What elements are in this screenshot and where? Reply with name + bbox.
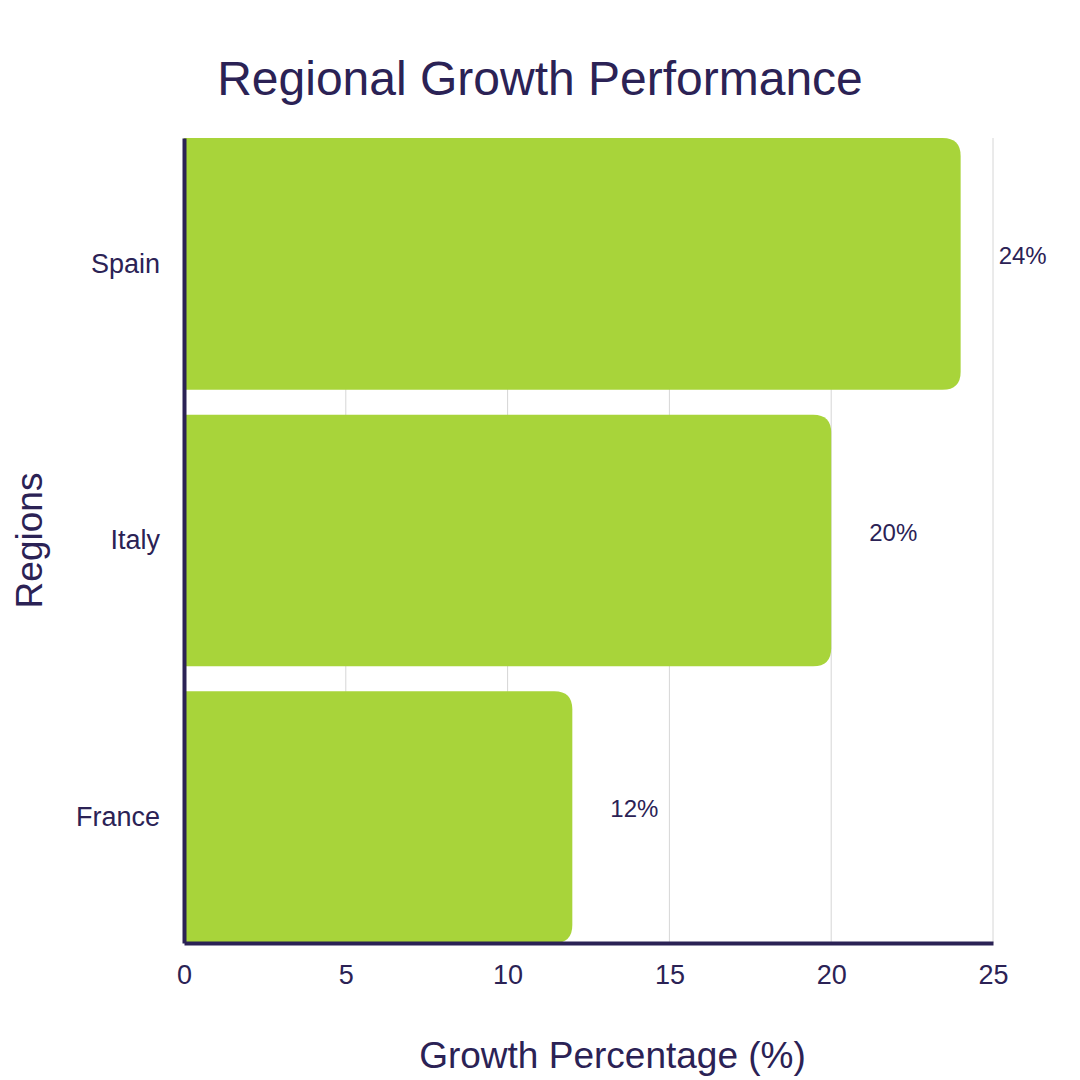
grid-line <box>184 138 185 943</box>
x-axis-title: Growth Percentage (%) <box>419 1035 806 1076</box>
y-axis-title: Regions <box>9 473 50 609</box>
y-tick: France <box>76 802 184 832</box>
bars <box>184 138 961 943</box>
data-label: 24% <box>999 242 1047 269</box>
bar <box>184 138 961 390</box>
x-tick-label: 10 <box>493 960 523 990</box>
x-axis: 0 5 10 15 20 25 <box>177 943 1009 990</box>
y-tick: Spain <box>91 249 184 279</box>
y-tick: Italy <box>110 525 184 555</box>
y-tick-label: France <box>76 802 160 832</box>
x-tick-label: 0 <box>177 960 192 990</box>
data-label: 20% <box>869 519 917 546</box>
y-axis: Spain Italy France <box>76 139 185 944</box>
x-tick-label: 5 <box>339 960 354 990</box>
grid-line <box>993 138 994 943</box>
x-tick: 5 <box>339 943 354 990</box>
y-tick-label: Italy <box>110 525 160 555</box>
data-labels: 24% 20% 12% <box>610 242 1046 822</box>
y-tick-label: Spain <box>91 249 160 279</box>
data-label: 12% <box>610 795 658 822</box>
x-tick-label: 15 <box>655 960 685 990</box>
chart: 0 5 10 15 20 25 Spain Italy France 24% 20% 12% Regio… <box>0 0 1080 1080</box>
bar <box>184 691 572 943</box>
bar <box>184 415 831 667</box>
x-axis-line <box>185 942 994 946</box>
title: Regional Growth Performance <box>217 52 863 105</box>
grid <box>184 138 993 943</box>
x-tick: 0 <box>177 943 192 990</box>
y-axis-line <box>183 139 187 944</box>
x-tick-label: 20 <box>817 960 847 990</box>
x-tick: 25 <box>978 943 1008 990</box>
x-tick: 20 <box>817 943 847 990</box>
x-tick: 10 <box>493 943 523 990</box>
x-tick-label: 25 <box>978 960 1008 990</box>
x-tick: 15 <box>655 943 685 990</box>
